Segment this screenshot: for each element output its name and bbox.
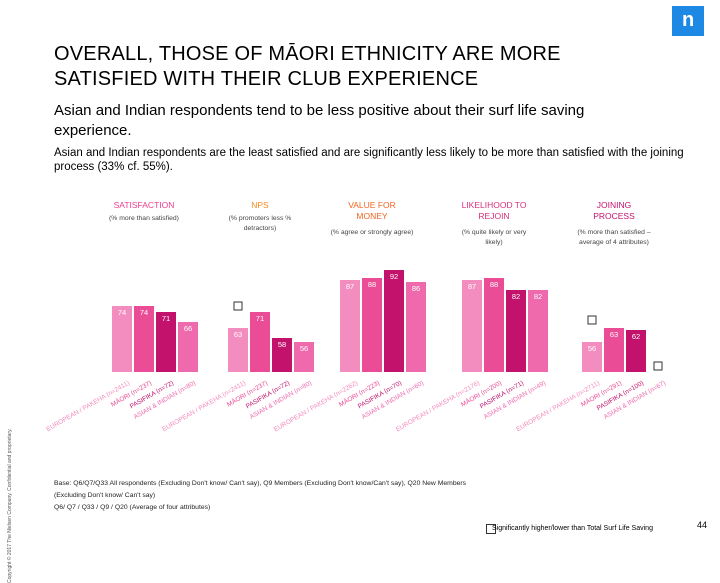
page-title: OVERALL, THOSE OF MĀORI ETHNICITY ARE MO… [54, 43, 561, 90]
bar-value-label: 82 [512, 292, 520, 301]
bar [362, 278, 382, 372]
bar-value-label: 88 [490, 280, 498, 289]
bar [406, 282, 426, 372]
bar [484, 278, 504, 372]
significance-marker [233, 301, 243, 311]
panel-title: JOINING PROCESS [593, 200, 635, 221]
bar [506, 290, 526, 372]
bar-value-label: 66 [184, 324, 192, 333]
bar [462, 280, 482, 372]
bar-value-label: 58 [278, 340, 286, 349]
bar [528, 290, 548, 372]
significance-marker [587, 315, 597, 325]
bar-value-label: 92 [390, 272, 398, 281]
page-number: 44 [697, 520, 708, 530]
bar [604, 328, 624, 372]
footnote-line-2: (Excluding Don't know/ Can't say) [54, 492, 156, 499]
bar-value-label: 71 [256, 314, 264, 323]
bar-value-label: 63 [610, 330, 618, 339]
brand-bar: n [0, 0, 720, 38]
panel-subtitle: (% promoters less % detractors) [229, 215, 292, 232]
summary-text: Asian and Indian respondents are the lea… [54, 147, 684, 173]
category-label: EUROPEAN / PAKEHA (n=2411) [161, 380, 247, 434]
panel-title: NPS [251, 200, 269, 210]
significance-marker [653, 361, 663, 371]
nielsen-logo-letter: n [682, 9, 695, 31]
bar-value-label: 56 [300, 344, 308, 353]
bar [384, 270, 404, 372]
footnote-line-1: Base: Q6/Q7/Q33 All respondents (Excludi… [54, 480, 467, 487]
bar [582, 342, 602, 372]
bar [250, 312, 270, 372]
bar [228, 328, 248, 372]
bar-value-label: 56 [588, 344, 596, 353]
bar-value-label: 87 [468, 282, 476, 291]
page-subtitle: Asian and Indian respondents tend to be … [54, 102, 585, 139]
bar-value-label: 62 [632, 332, 640, 341]
nielsen-logo [672, 6, 704, 36]
bar [294, 342, 314, 372]
legend-text: Significantly higher/lower than Total Su… [492, 525, 653, 532]
panel-title: VALUE FOR MONEY [348, 200, 396, 221]
panel-subtitle: (% agree or strongly agree) [331, 229, 414, 236]
bar [178, 322, 198, 372]
bar [112, 306, 132, 372]
footnote: Base: Q6/Q7/Q33 All respondents (Excludi… [54, 478, 494, 514]
bar-value-label: 88 [368, 280, 376, 289]
bar-value-label: 74 [140, 308, 148, 317]
significance-icon [486, 524, 496, 534]
bar [272, 338, 292, 372]
panel-subtitle: (% more than satisfied) [109, 215, 179, 222]
bar [340, 280, 360, 372]
panel-subtitle: (% quite likely or very likely) [462, 229, 527, 246]
bar-value-label: 74 [118, 308, 126, 317]
chart-area: SATISFACTION (% more than satisfied) 74 EUR… [45, 200, 667, 434]
bar [626, 330, 646, 372]
panel-subtitle: (% more than satisfied – average of 4 att… [577, 229, 651, 246]
bar [156, 312, 176, 372]
panel-title: LIKELIHOOD TO REJOIN [462, 200, 527, 221]
category-label: EUROPEAN / PAKEHA (n=2411) [45, 380, 131, 434]
bar-value-label: 87 [346, 282, 354, 291]
bar-value-label: 63 [234, 330, 242, 339]
bar-value-label: 82 [534, 292, 542, 301]
bar-value-label: 86 [412, 284, 420, 293]
footnote-line-3: Q6/ Q7 / Q33 / Q9 / Q20 (Average of four… [54, 504, 211, 511]
panel-title: SATISFACTION [114, 200, 175, 210]
bar-value-label: 71 [162, 314, 170, 323]
bar-value-label: 33 [654, 390, 662, 399]
bar [134, 306, 154, 372]
